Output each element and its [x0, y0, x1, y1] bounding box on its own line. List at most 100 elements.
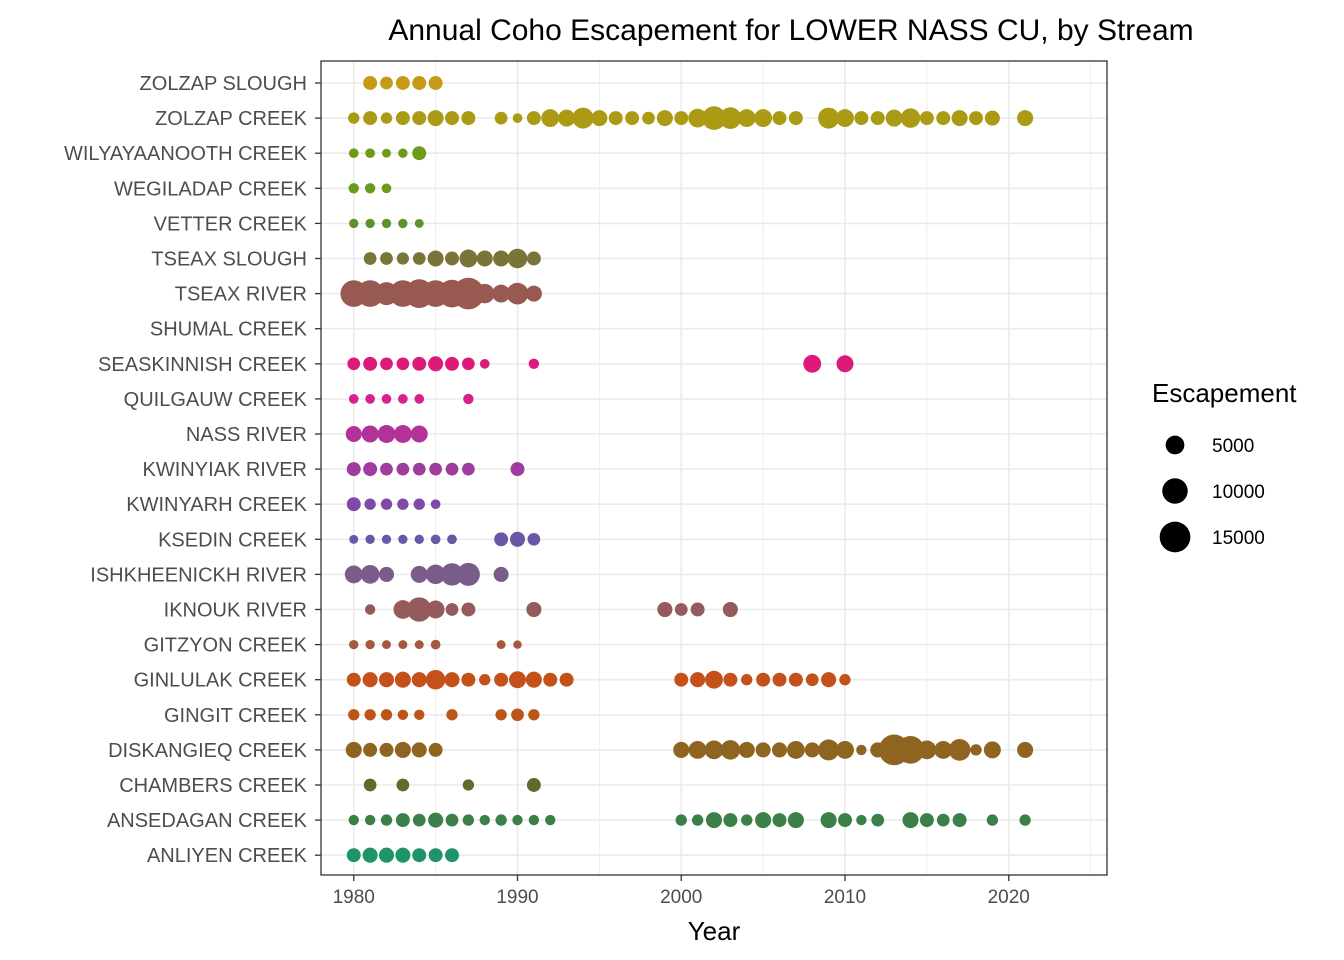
data-point [396, 357, 410, 371]
data-point [674, 672, 689, 687]
data-point [771, 742, 788, 758]
data-point [510, 462, 525, 477]
data-point [346, 462, 361, 477]
data-point [656, 110, 673, 127]
data-point [381, 183, 392, 194]
data-point [346, 497, 361, 512]
data-point [379, 742, 394, 757]
data-point [511, 708, 524, 722]
data-point [541, 109, 560, 128]
data-point [398, 394, 408, 404]
data-point [526, 111, 541, 126]
data-point [381, 394, 392, 404]
data-point [365, 218, 375, 229]
y-tick-label: NASS RIVER [186, 424, 307, 446]
x-tick-label: 2010 [824, 887, 866, 908]
data-point [459, 249, 478, 268]
data-point [738, 741, 755, 758]
data-point [427, 250, 444, 267]
data-point [414, 534, 424, 544]
data-point [572, 107, 594, 129]
data-point [364, 709, 376, 721]
data-point [462, 462, 475, 476]
data-point [741, 674, 753, 686]
data-point [723, 672, 738, 687]
y-tick-label: IKNOUK RIVER [164, 600, 307, 622]
data-point [348, 709, 360, 721]
data-point [412, 356, 427, 371]
data-point [348, 148, 359, 159]
data-point [397, 498, 409, 510]
data-point [772, 813, 787, 828]
data-point [414, 218, 424, 228]
data-point [559, 672, 574, 687]
data-point [414, 394, 425, 404]
x-axis-title: Year [688, 916, 741, 946]
data-point [755, 742, 771, 758]
y-tick-label: SHUMAL CREEK [150, 319, 308, 341]
y-tick-label: GINGIT CREEK [164, 705, 308, 727]
data-point [412, 813, 426, 827]
data-point [463, 393, 474, 405]
data-point [902, 812, 919, 829]
data-point [427, 110, 444, 127]
data-point [507, 248, 528, 269]
data-point [525, 671, 542, 688]
data-point [363, 462, 378, 477]
data-point [900, 108, 921, 128]
data-point [462, 357, 475, 371]
data-point [349, 534, 359, 544]
data-point [428, 76, 443, 90]
data-point [430, 499, 441, 510]
y-tick-label: CHAMBERS CREEK [119, 775, 307, 797]
data-point [398, 534, 408, 544]
data-point [382, 640, 391, 650]
data-point [414, 709, 425, 720]
data-point [363, 111, 378, 126]
data-point [805, 673, 819, 687]
data-point [445, 111, 459, 126]
data-point [788, 672, 803, 687]
data-point [839, 674, 851, 686]
data-point [428, 812, 444, 828]
chart-title: Annual Coho Escapement for LOWER NASS CU… [388, 14, 1193, 47]
data-point [395, 111, 410, 126]
data-point [381, 218, 392, 229]
data-point [836, 109, 854, 128]
data-point [494, 532, 509, 547]
data-point [512, 113, 523, 123]
data-point [495, 814, 507, 826]
data-point [526, 778, 541, 792]
data-point [382, 148, 391, 158]
data-point [492, 284, 511, 303]
data-point [348, 814, 359, 826]
data-point [558, 109, 576, 127]
data-point [969, 111, 983, 126]
data-point [818, 107, 840, 129]
data-point [363, 778, 377, 792]
data-point [410, 565, 428, 583]
data-point [426, 600, 445, 619]
data-point [365, 148, 375, 159]
legend-items: 5000 10000 15000 [1159, 435, 1265, 553]
data-point [380, 709, 393, 721]
data-point [754, 109, 773, 128]
data-point [1019, 814, 1031, 826]
data-point [378, 672, 395, 688]
data-point [820, 812, 837, 829]
data-point [456, 562, 480, 586]
data-point [380, 498, 393, 510]
data-point [674, 111, 689, 126]
data-point [818, 739, 840, 761]
legend-label: 10000 [1212, 482, 1265, 503]
data-point [398, 640, 408, 650]
data-point [657, 601, 673, 618]
data-point [412, 848, 427, 863]
data-point [445, 813, 459, 827]
y-tick-label: ANSEDAGAN CREEK [107, 810, 308, 832]
data-point [445, 603, 459, 616]
data-point [344, 565, 363, 584]
data-point [786, 740, 805, 759]
data-point [984, 110, 1000, 126]
data-point [380, 462, 393, 476]
